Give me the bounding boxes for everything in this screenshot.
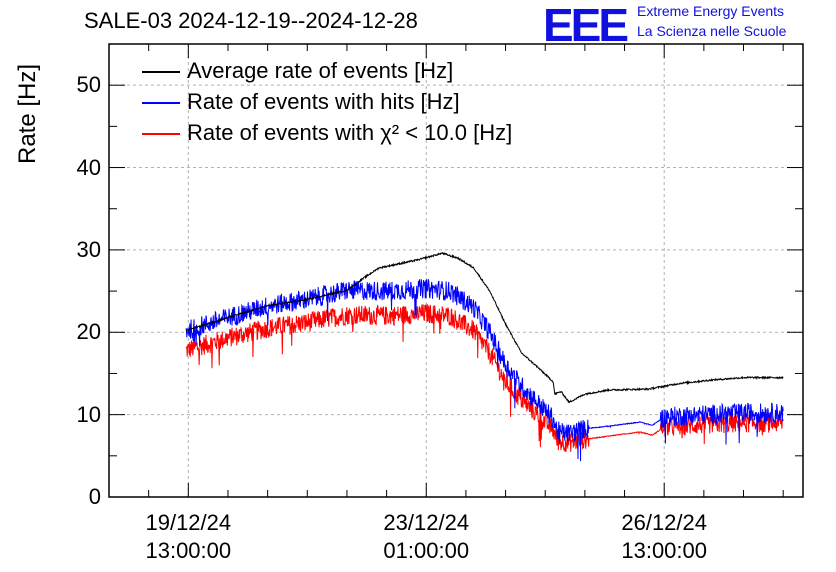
y-axis-label: Rate [Hz] [14, 63, 41, 164]
axis-ticks [109, 43, 803, 498]
x-tick-label: 23/12/24 01:00:00 [356, 509, 496, 565]
x-tick-time: 13:00:00 [145, 538, 232, 563]
x-tick-date: 19/12/24 [145, 510, 232, 535]
eee-logo: EEE [543, 0, 629, 51]
y-tick-label: 50 [76, 72, 101, 98]
logo-line-2: La Scienza nelle Scuole [637, 23, 787, 39]
x-tick-time: 01:00:00 [383, 538, 470, 563]
y-tick-label: 20 [76, 319, 101, 345]
y-tick-label: 40 [76, 154, 101, 180]
series-layer [185, 251, 784, 462]
x-tick-time: 13:00:00 [621, 538, 707, 563]
logo-line-1: Extreme Energy Events [637, 3, 785, 19]
legend-entry-label: Rate of events with χ² < 10.0 [Hz] [187, 120, 513, 145]
chart-title: SALE-03 2024-12-19--2024-12-28 [84, 8, 418, 33]
x-tick-date: 26/12/24 [621, 510, 707, 535]
y-tick-label: 30 [76, 236, 101, 262]
y-tick-label: 0 [88, 484, 101, 509]
legend-entry-label: Average rate of events [Hz] [187, 58, 454, 83]
x-tick-label: 26/12/24 13:00:00 [594, 509, 734, 565]
y-tick-label: 10 [76, 401, 101, 427]
series-line-1 [185, 279, 784, 462]
plot-frame [108, 43, 804, 498]
grid-lines [109, 44, 803, 497]
series-line-2 [185, 303, 784, 452]
legend-swatches [142, 71, 180, 135]
x-tick-date: 23/12/24 [383, 510, 470, 535]
x-tick-label: 19/12/24 13:00:00 [118, 509, 258, 565]
legend-entry-label: Rate of events with hits [Hz] [187, 89, 460, 114]
series-line-0 [185, 251, 784, 404]
